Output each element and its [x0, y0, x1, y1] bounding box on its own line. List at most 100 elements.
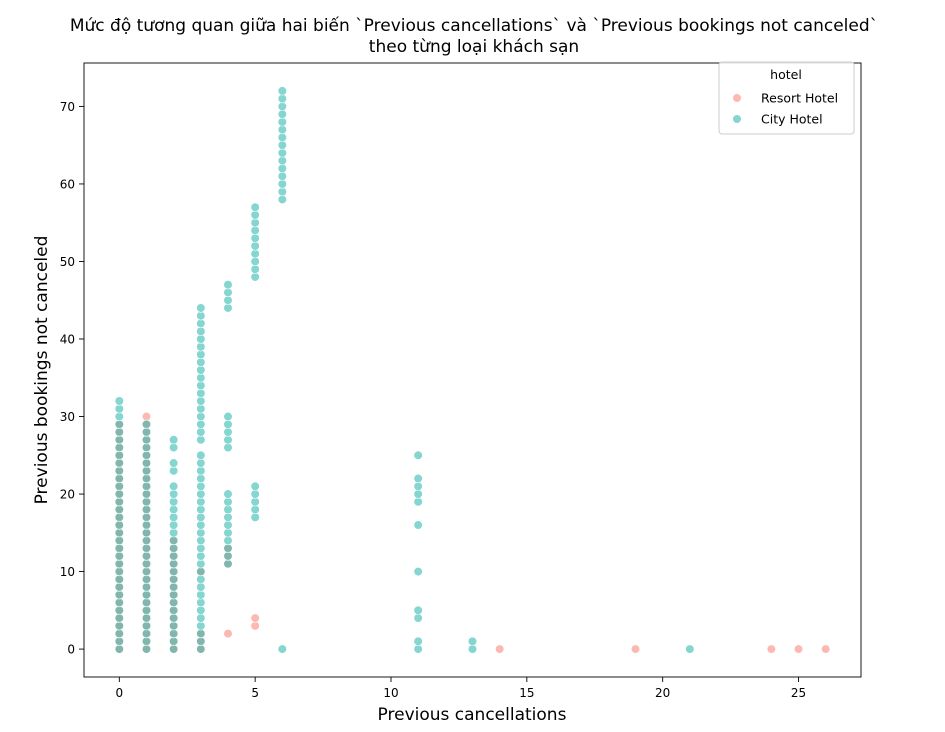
- y-axis-title: Previous bookings not canceled: [32, 236, 52, 505]
- data-point: [196, 365, 206, 375]
- data-point: [114, 574, 124, 584]
- data-point: [277, 101, 287, 112]
- data-point: [141, 621, 152, 631]
- data-point: [196, 404, 206, 414]
- data-point: [196, 318, 206, 329]
- data-point: [223, 520, 233, 530]
- data-point: [250, 489, 260, 499]
- x-axis-title: Previous cancellations: [378, 705, 567, 725]
- data-point: [196, 605, 206, 615]
- data-point: [250, 481, 260, 491]
- data-point: [196, 644, 206, 654]
- data-point: [196, 357, 206, 367]
- data-point: [277, 86, 287, 96]
- data-point: [141, 628, 152, 639]
- data-point: [141, 450, 152, 460]
- data-point: [141, 644, 152, 654]
- data-point: [277, 163, 287, 174]
- data-point: [223, 303, 233, 313]
- data-point: [114, 466, 124, 476]
- data-point: [277, 148, 287, 158]
- data-point: [196, 613, 206, 623]
- legend-label: Resort Hotel: [761, 91, 838, 106]
- data-point: [114, 535, 124, 546]
- data-point: [141, 574, 152, 584]
- data-point: [114, 597, 124, 608]
- data-point: [630, 644, 641, 654]
- data-point: [495, 644, 505, 654]
- data-point: [114, 605, 124, 615]
- data-point: [223, 489, 233, 499]
- data-point: [169, 628, 179, 639]
- data-point: [196, 628, 206, 639]
- data-point: [141, 458, 152, 468]
- data-point: [223, 419, 233, 429]
- data-point: [821, 644, 831, 654]
- data-point: [250, 202, 260, 212]
- data-point: [141, 411, 152, 422]
- data-point: [277, 156, 287, 166]
- data-point: [196, 574, 206, 584]
- data-point: [223, 287, 233, 298]
- data-point: [196, 528, 206, 538]
- data-point: [413, 497, 423, 507]
- data-point: [196, 466, 206, 476]
- legend-label: City Hotel: [761, 112, 823, 127]
- data-point: [196, 597, 206, 608]
- data-point: [114, 628, 124, 639]
- data-point: [277, 140, 287, 150]
- data-point: [114, 520, 124, 530]
- data-point: [196, 520, 206, 530]
- data-point: [250, 264, 260, 274]
- data-point: [223, 497, 233, 507]
- data-point: [413, 520, 423, 530]
- data-point: [277, 132, 287, 143]
- data-point: [169, 512, 179, 522]
- data-point: [196, 380, 206, 391]
- data-point: [413, 605, 423, 615]
- data-point: [114, 411, 124, 422]
- data-point: [114, 543, 124, 553]
- data-point: [141, 543, 152, 553]
- data-point: [169, 528, 179, 538]
- data-point: [250, 272, 260, 282]
- data-point: [169, 597, 179, 608]
- data-point: [141, 590, 152, 600]
- data-point: [169, 551, 179, 561]
- chart-title: Mức độ tương quan giữa hai biến `Previou…: [70, 15, 878, 36]
- data-point: [250, 512, 260, 522]
- data-point: [223, 543, 233, 553]
- data-point: [114, 566, 124, 577]
- data-point: [277, 179, 287, 189]
- data-point: [114, 621, 124, 631]
- data-point: [196, 504, 206, 515]
- data-point: [114, 590, 124, 600]
- data-point: [223, 280, 233, 290]
- data-point: [250, 613, 260, 623]
- data-point: [141, 473, 152, 484]
- data-point: [196, 636, 206, 646]
- data-point: [169, 466, 179, 476]
- data-point: [169, 574, 179, 584]
- data-point: [114, 636, 124, 646]
- y-tick-label: 10: [60, 565, 75, 579]
- data-point: [223, 535, 233, 546]
- data-point: [223, 628, 233, 639]
- data-point: [196, 551, 206, 561]
- data-point: [196, 450, 206, 460]
- data-point: [141, 419, 152, 429]
- data-point: [114, 512, 124, 522]
- data-point: [141, 636, 152, 646]
- data-point: [141, 535, 152, 546]
- data-point: [114, 489, 124, 499]
- data-point: [277, 109, 287, 119]
- data-point: [141, 582, 152, 592]
- data-point: [196, 590, 206, 600]
- data-point: [114, 559, 124, 569]
- data-point: [223, 504, 233, 515]
- data-point: [141, 481, 152, 491]
- data-point: [250, 241, 260, 251]
- data-point: [169, 435, 179, 445]
- data-point: [277, 94, 287, 104]
